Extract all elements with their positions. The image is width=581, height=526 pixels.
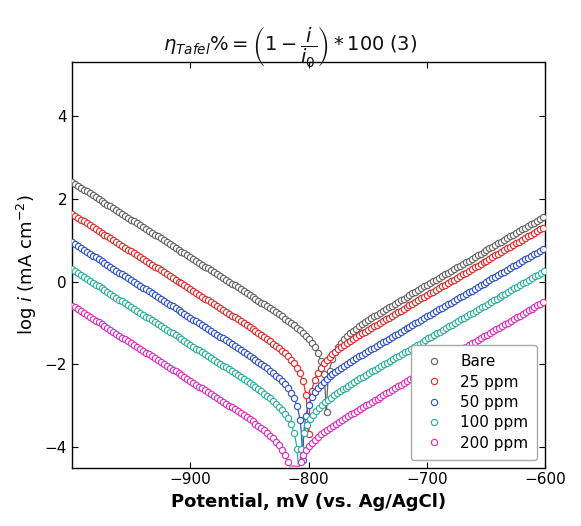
25 ppm xyxy=(376,320,383,326)
100 ppm xyxy=(457,316,464,322)
100 ppm xyxy=(69,266,76,272)
100 ppm xyxy=(520,280,527,286)
100 ppm xyxy=(378,363,385,369)
50 ppm xyxy=(202,324,209,330)
50 ppm xyxy=(376,341,383,347)
25 ppm xyxy=(518,237,525,243)
Line: 50 ppm: 50 ppm xyxy=(69,239,546,463)
200 ppm xyxy=(347,411,354,418)
25 ppm xyxy=(539,225,546,231)
200 ppm xyxy=(454,349,461,355)
50 ppm xyxy=(332,369,339,375)
25 ppm xyxy=(202,296,209,302)
Bare xyxy=(518,226,525,232)
25 ppm xyxy=(163,271,170,277)
25 ppm xyxy=(69,211,76,217)
X-axis label: Potential, mV (vs. Ag/AgCl): Potential, mV (vs. Ag/AgCl) xyxy=(171,493,446,511)
Legend: Bare, 25 ppm, 50 ppm, 100 ppm, 200 ppm: Bare, 25 ppm, 50 ppm, 100 ppm, 200 ppm xyxy=(411,345,537,460)
Bare xyxy=(323,409,330,416)
200 ppm xyxy=(92,318,99,324)
200 ppm xyxy=(240,412,247,419)
100 ppm xyxy=(297,446,304,452)
100 ppm xyxy=(540,268,547,275)
25 ppm xyxy=(332,349,339,355)
Bare xyxy=(376,310,383,316)
200 ppm xyxy=(83,312,90,318)
Bare xyxy=(332,349,339,355)
Text: $\eta_{Tafel}\%=\left(1-\dfrac{i}{i_0}\right)*100\;(3)$: $\eta_{Tafel}\%=\left(1-\dfrac{i}{i_0}\r… xyxy=(163,24,418,69)
50 ppm xyxy=(299,457,306,463)
Bare xyxy=(456,262,463,269)
Line: Bare: Bare xyxy=(69,179,546,416)
Bare xyxy=(202,264,209,270)
100 ppm xyxy=(333,390,340,397)
50 ppm xyxy=(518,258,525,265)
100 ppm xyxy=(202,351,209,357)
Bare xyxy=(163,239,170,245)
200 ppm xyxy=(297,459,304,466)
200 ppm xyxy=(193,381,200,388)
50 ppm xyxy=(69,239,76,246)
25 ppm xyxy=(456,273,463,279)
50 ppm xyxy=(163,299,170,306)
Bare xyxy=(539,214,546,220)
Line: 100 ppm: 100 ppm xyxy=(69,266,547,452)
25 ppm xyxy=(306,431,313,438)
50 ppm xyxy=(456,294,463,300)
Line: 25 ppm: 25 ppm xyxy=(69,211,546,438)
Y-axis label: log $i$ (mA cm$^{-2}$): log $i$ (mA cm$^{-2}$) xyxy=(15,195,39,335)
200 ppm xyxy=(540,299,547,305)
Bare xyxy=(69,179,76,185)
Line: 200 ppm: 200 ppm xyxy=(69,299,547,466)
200 ppm xyxy=(69,302,76,309)
50 ppm xyxy=(539,246,546,252)
100 ppm xyxy=(163,327,170,333)
